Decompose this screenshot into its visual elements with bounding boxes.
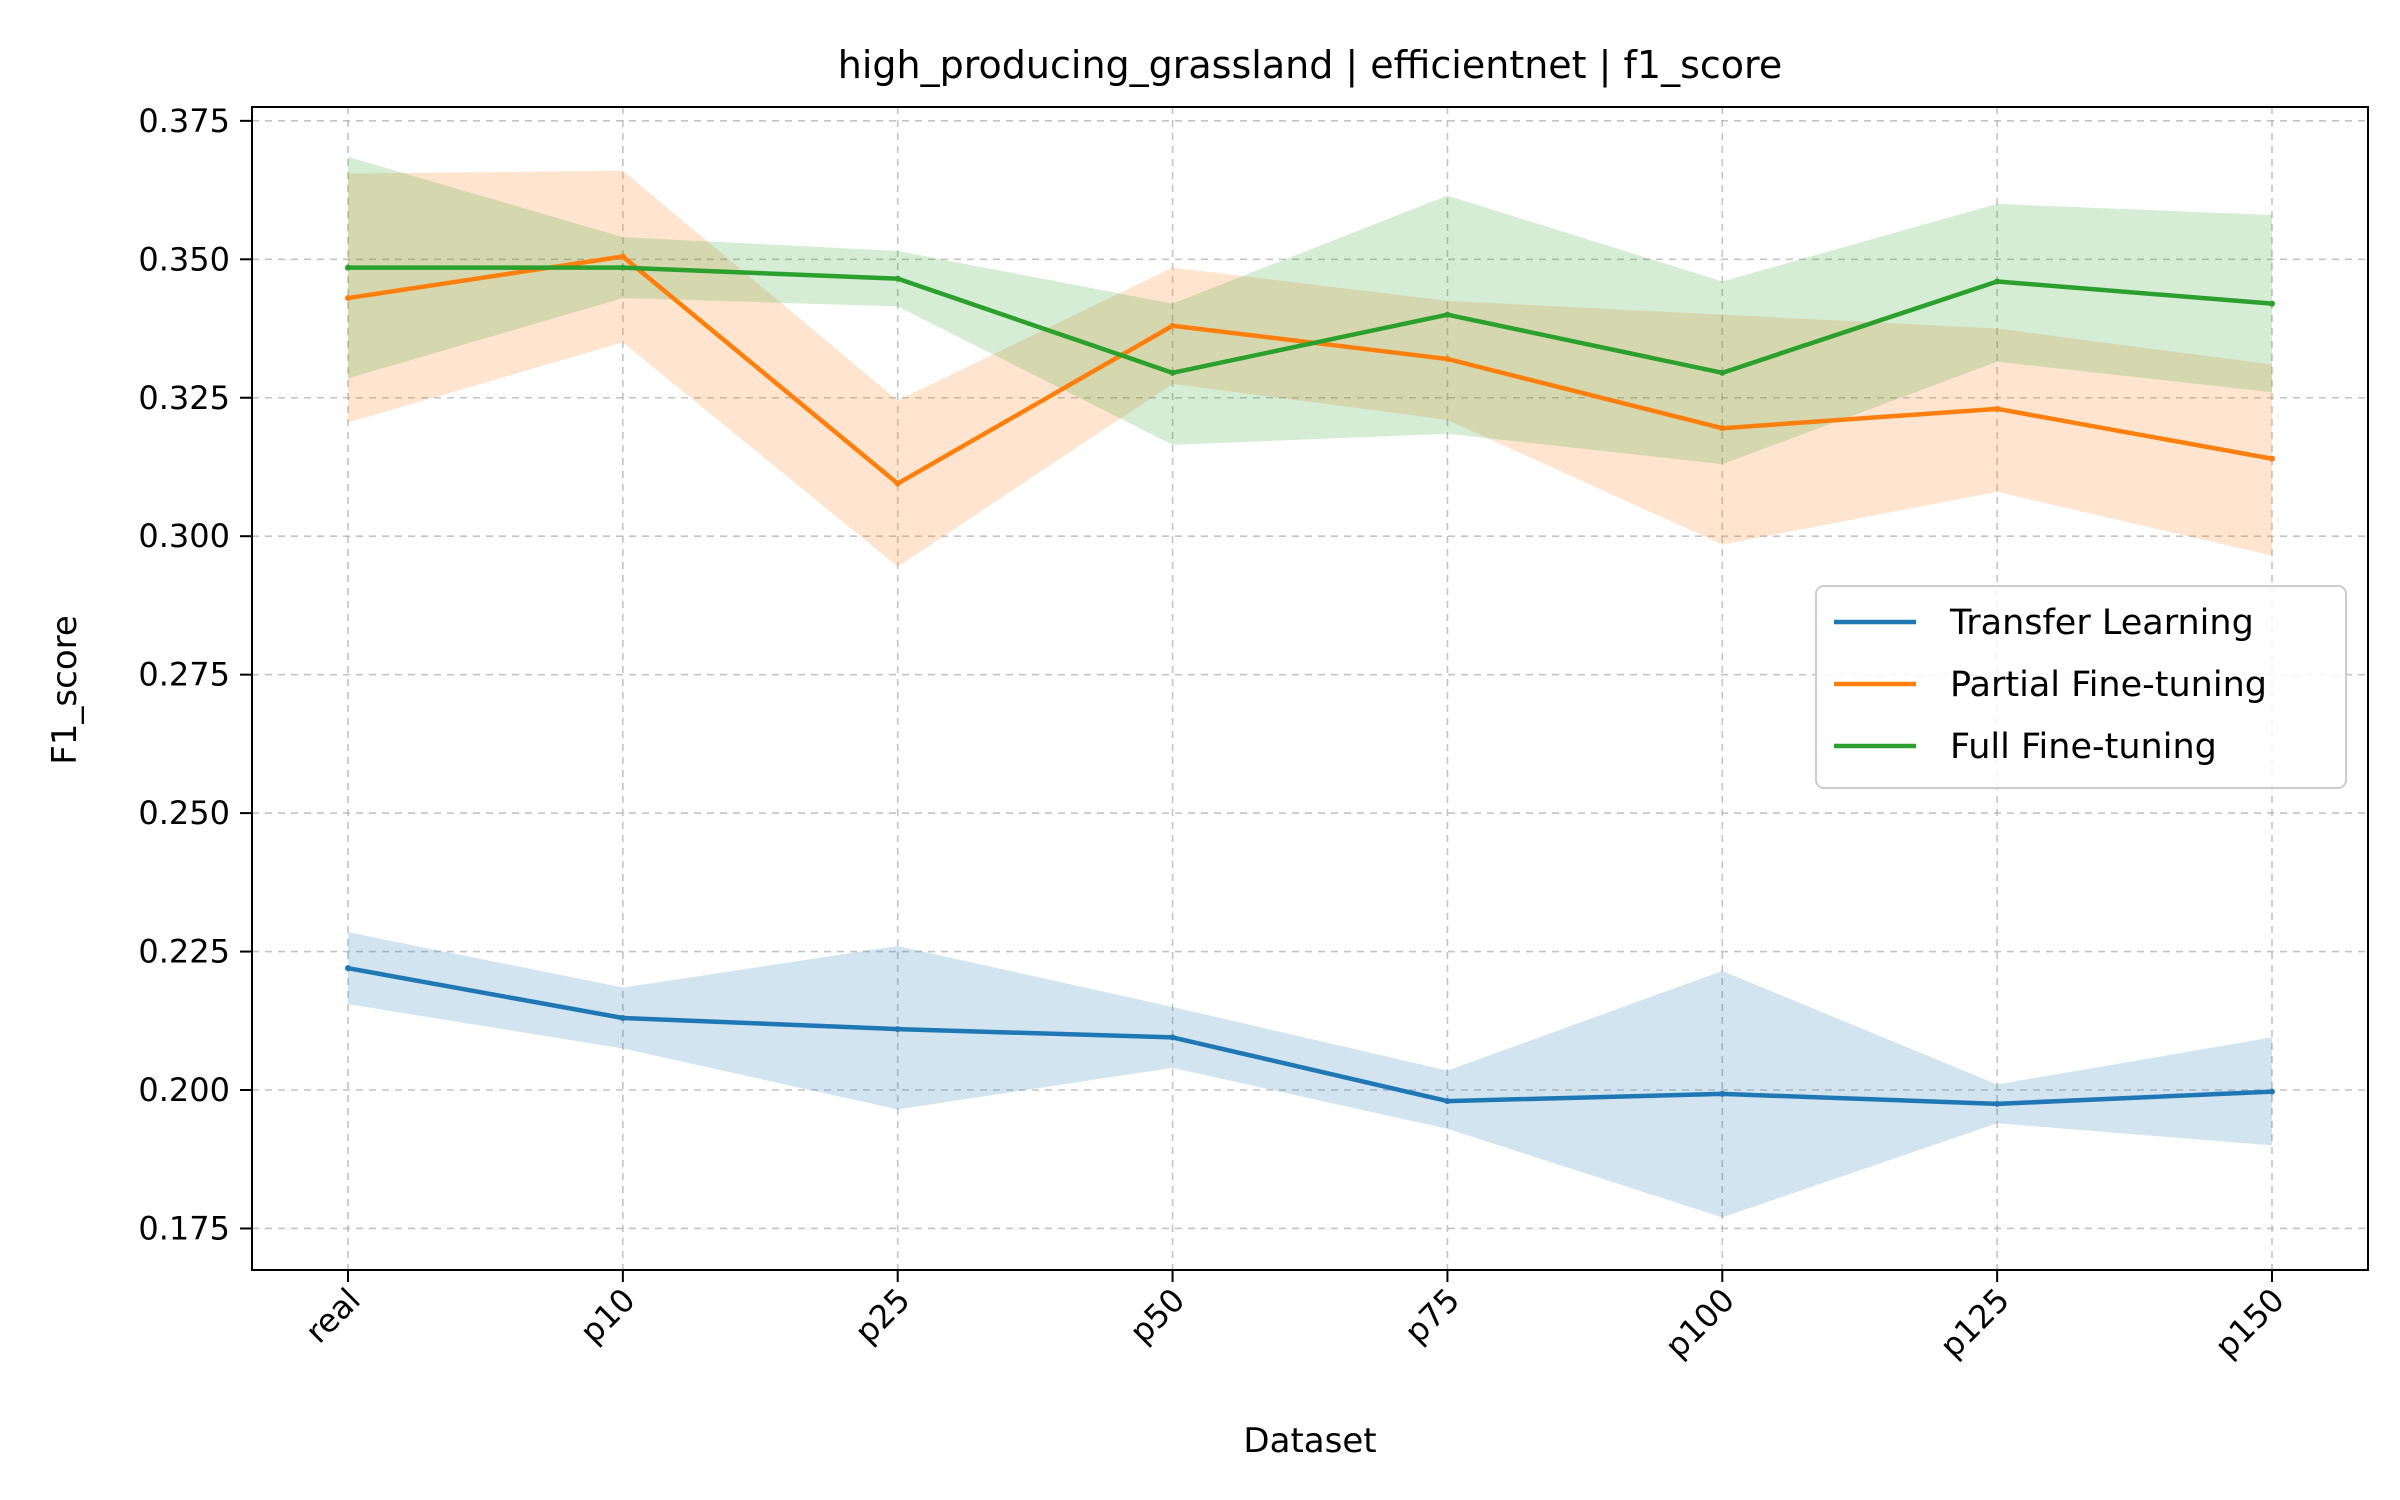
grid-layer bbox=[252, 107, 2368, 1270]
y-tick-label: 0.225 bbox=[138, 933, 230, 971]
chart-title: high_producing_grassland | efficientnet … bbox=[838, 43, 1782, 88]
y-axis-label: F1_score bbox=[45, 615, 85, 765]
y-axis: 0.175 0.200 0.225 0.250 0.275 0.300 0.325 0.350… bbox=[138, 102, 252, 1247]
point-partial-fine-tuning bbox=[1444, 355, 1451, 362]
legend-label-transfer-learning: Transfer Learning bbox=[1949, 603, 2254, 643]
point-full-fine-tuning bbox=[345, 264, 351, 271]
y-tick-label: 0.275 bbox=[138, 656, 230, 694]
point-full-fine-tuning bbox=[1169, 369, 1176, 376]
point-transfer-learning bbox=[1444, 1098, 1451, 1105]
point-transfer-learning bbox=[2269, 1088, 2275, 1095]
point-transfer-learning bbox=[619, 1015, 626, 1022]
point-partial-fine-tuning bbox=[1169, 322, 1176, 329]
y-tick-label: 0.175 bbox=[138, 1209, 230, 1247]
point-transfer-learning bbox=[1169, 1034, 1176, 1041]
point-transfer-learning bbox=[1994, 1100, 2001, 1107]
point-transfer-learning bbox=[345, 965, 351, 972]
point-full-fine-tuning bbox=[2269, 300, 2275, 307]
point-partial-fine-tuning bbox=[2269, 455, 2275, 462]
y-tick-label: 0.300 bbox=[138, 517, 230, 555]
confidence-bands bbox=[348, 156, 2272, 1218]
plot-area-frame bbox=[251, 106, 2369, 1271]
point-transfer-learning bbox=[1719, 1090, 1726, 1097]
band-full-fine-tuning bbox=[348, 156, 2272, 465]
legend-label-partial-fine-tuning: Partial Fine-tuning bbox=[1950, 665, 2267, 705]
point-full-fine-tuning bbox=[894, 275, 901, 282]
line-transfer-learning bbox=[347, 965, 2273, 1107]
y-tick-label: 0.325 bbox=[138, 379, 230, 417]
point-full-fine-tuning bbox=[619, 264, 626, 271]
legend-frame bbox=[1815, 585, 2347, 789]
legend: Transfer Learning Partial Fine-tuning Full… bbox=[1815, 585, 2347, 789]
point-partial-fine-tuning bbox=[619, 253, 626, 260]
y-tick-label: 0.200 bbox=[138, 1071, 230, 1109]
point-partial-fine-tuning bbox=[894, 480, 901, 487]
band-transfer-learning bbox=[348, 932, 2272, 1218]
point-partial-fine-tuning bbox=[1994, 405, 2001, 412]
point-full-fine-tuning bbox=[1994, 278, 2001, 285]
y-tick-label: 0.375 bbox=[138, 102, 230, 140]
point-partial-fine-tuning bbox=[345, 295, 351, 302]
point-full-fine-tuning bbox=[1719, 369, 1726, 376]
band-partial-fine-tuning bbox=[348, 170, 2272, 567]
series-lines bbox=[345, 253, 2275, 1107]
point-full-fine-tuning bbox=[1444, 311, 1451, 318]
point-transfer-learning bbox=[894, 1026, 901, 1033]
y-tick-label: 0.350 bbox=[138, 240, 230, 278]
point-partial-fine-tuning bbox=[1719, 425, 1726, 432]
y-tick-label: 0.250 bbox=[138, 794, 230, 832]
line-full-fine-tuning bbox=[348, 265, 2273, 376]
legend-label-full-fine-tuning: Full Fine-tuning bbox=[1950, 727, 2217, 767]
x-axis-label: Dataset bbox=[1243, 1421, 1376, 1461]
